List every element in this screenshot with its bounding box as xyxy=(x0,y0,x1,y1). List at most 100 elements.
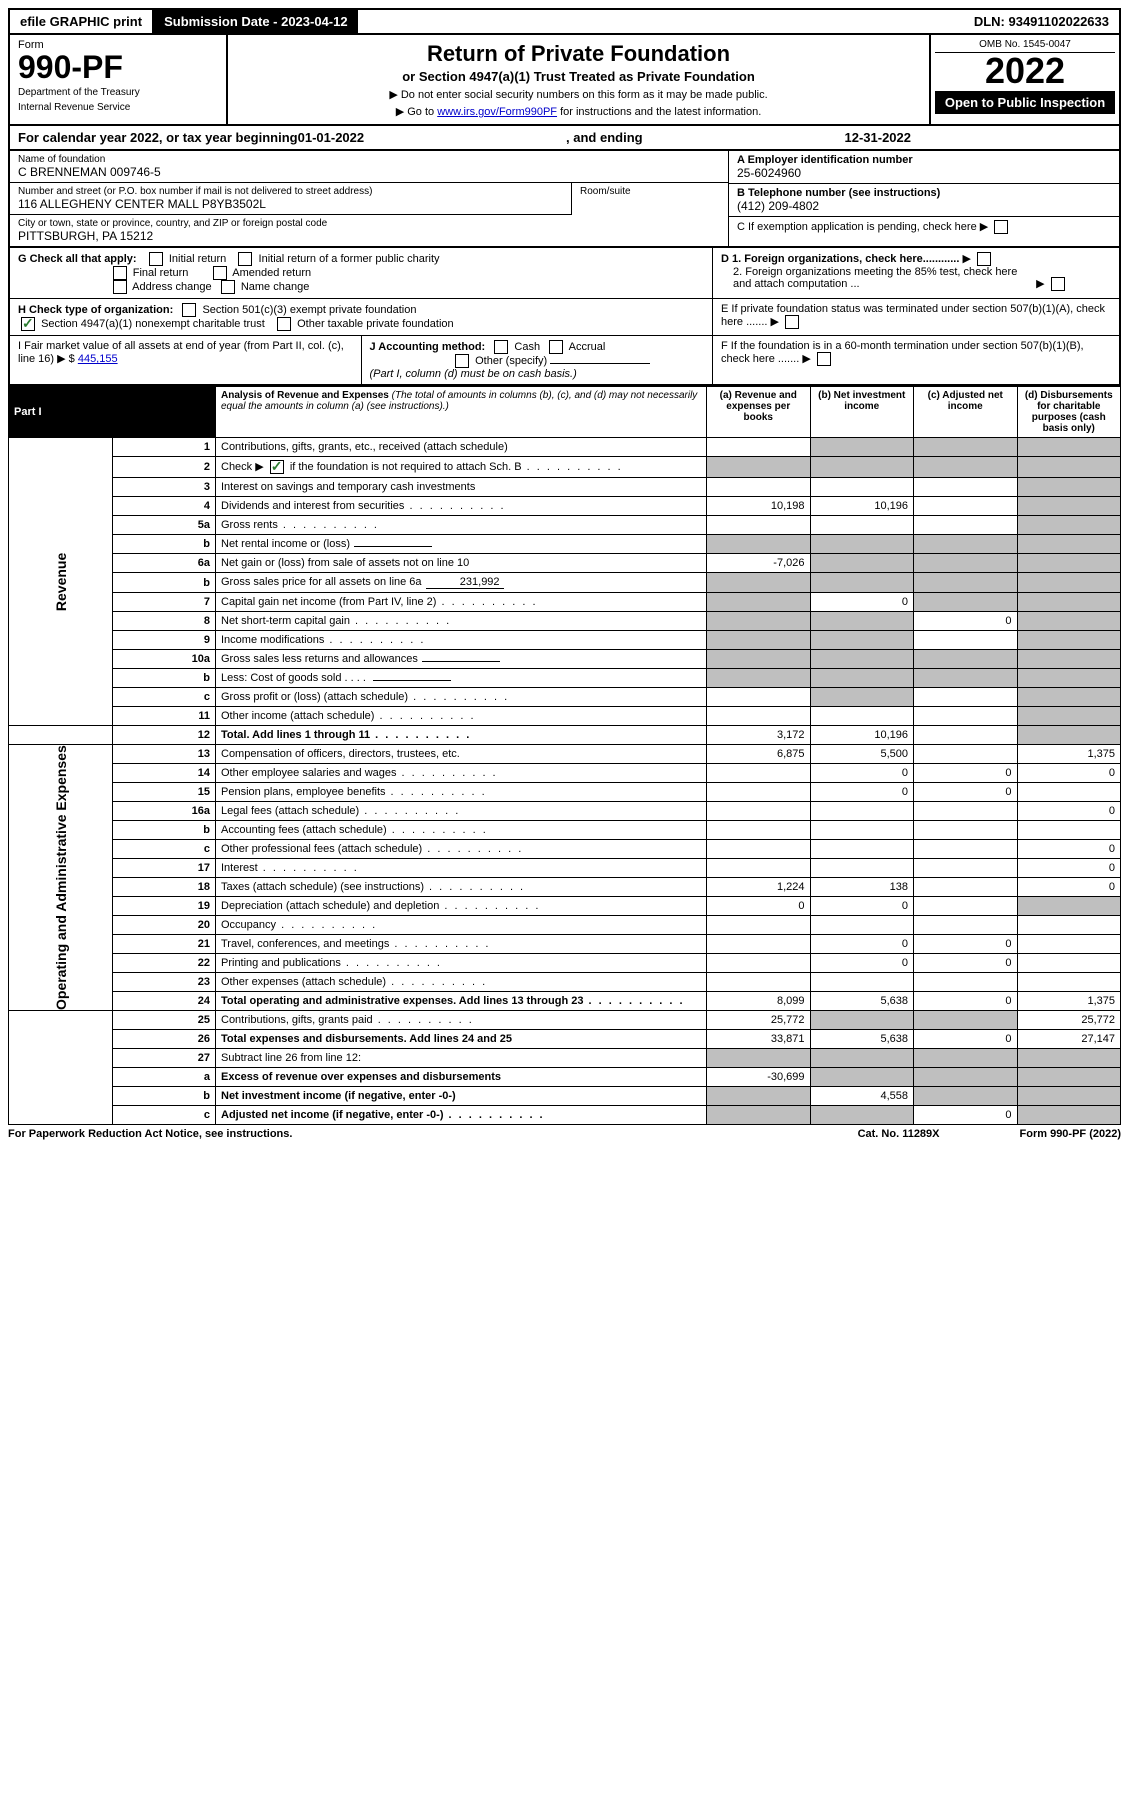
cash-checkbox[interactable] xyxy=(494,340,508,354)
phone-label: B Telephone number (see instructions) xyxy=(737,187,940,199)
r6b-val: 231,992 xyxy=(426,576,504,589)
e-checkbox[interactable] xyxy=(785,315,799,329)
page-footer: For Paperwork Reduction Act Notice, see … xyxy=(8,1125,1121,1140)
row-15: Pension plans, employee benefits xyxy=(216,783,707,802)
j-note: (Part I, column (d) must be on cash basi… xyxy=(370,368,577,380)
tax-year-end: 12-31-2022 xyxy=(845,130,912,145)
exemption-pending-label: C If exemption application is pending, c… xyxy=(737,221,977,233)
revenue-side-label: Revenue xyxy=(9,438,113,726)
ssn-warning: ▶ Do not enter social security numbers o… xyxy=(238,88,919,101)
row-12: Total. Add lines 1 through 11 xyxy=(216,726,707,745)
col-a-header: (a) Revenue and expenses per books xyxy=(707,387,811,438)
foundation-name: C BRENNEMAN 009746-5 xyxy=(18,165,720,179)
row-20: Occupancy xyxy=(216,916,707,935)
form-title-block: Return of Private Foundation or Section … xyxy=(228,35,929,124)
form990pf-link[interactable]: www.irs.gov/Form990PF xyxy=(437,106,557,118)
form-number-block: Form 990-PF Department of the Treasury I… xyxy=(10,35,228,124)
row-13: Compensation of officers, directors, tru… xyxy=(216,745,707,764)
calendar-year-row: For calendar year 2022, or tax year begi… xyxy=(8,126,1121,151)
f-label: F If the foundation is in a 60-month ter… xyxy=(721,340,1084,365)
foreign-85-checkbox[interactable] xyxy=(1051,277,1065,291)
d2-label: 2. Foreign organizations meeting the 85%… xyxy=(721,266,1033,290)
i-label: I Fair market value of all assets at end… xyxy=(18,340,344,365)
row-10b: Less: Cost of goods sold . . . . xyxy=(216,669,707,688)
efile-print-button[interactable]: efile GRAPHIC print xyxy=(10,10,154,33)
r6a-a: -7,026 xyxy=(707,554,811,573)
amended-return-checkbox[interactable] xyxy=(213,266,227,280)
topbar: efile GRAPHIC print Submission Date - 20… xyxy=(8,8,1121,35)
col-c-header: (c) Adjusted net income xyxy=(914,387,1018,438)
row-16c: Other professional fees (attach schedule… xyxy=(216,840,707,859)
tax-year: 2022 xyxy=(935,53,1115,89)
form-header: Form 990-PF Department of the Treasury I… xyxy=(8,35,1121,126)
ein-label: A Employer identification number xyxy=(737,154,913,166)
row-26: Total expenses and disbursements. Add li… xyxy=(216,1030,707,1049)
row-10c: Gross profit or (loss) (attach schedule) xyxy=(216,688,707,707)
exemption-pending-checkbox[interactable] xyxy=(994,220,1008,234)
part1-label: Part I xyxy=(9,387,216,438)
row-27c: Adjusted net income (if negative, enter … xyxy=(216,1106,707,1125)
options-block: G Check all that apply: Initial return I… xyxy=(8,248,1121,386)
g-label: G Check all that apply: xyxy=(18,253,137,265)
row-2: Check ▶ if the foundation is not require… xyxy=(216,457,707,478)
row-19: Depreciation (attach schedule) and deple… xyxy=(216,897,707,916)
row-22: Printing and publications xyxy=(216,954,707,973)
row-27b: Net investment income (if negative, ente… xyxy=(216,1087,707,1106)
col-b-header: (b) Net investment income xyxy=(810,387,914,438)
row-4: Dividends and interest from securities xyxy=(216,497,707,516)
form-title: Return of Private Foundation xyxy=(238,41,919,67)
4947-checkbox[interactable] xyxy=(21,317,35,331)
address-value: 116 ALLEGHENY CENTER MALL P8YB3502L xyxy=(18,197,563,211)
ein-value: 25-6024960 xyxy=(737,166,1111,180)
r7-b: 0 xyxy=(810,593,914,612)
open-inspection: Open to Public Inspection xyxy=(935,91,1115,114)
final-return-checkbox[interactable] xyxy=(113,266,127,280)
initial-fpc-checkbox[interactable] xyxy=(238,252,252,266)
row-3: Interest on savings and temporary cash i… xyxy=(216,478,707,497)
f-checkbox[interactable] xyxy=(817,352,831,366)
row-23: Other expenses (attach schedule) xyxy=(216,973,707,992)
row-16b: Accounting fees (attach schedule) xyxy=(216,821,707,840)
row-8: Net short-term capital gain xyxy=(216,612,707,631)
name-label: Name of foundation xyxy=(18,154,720,165)
col-d-header: (d) Disbursements for charitable purpose… xyxy=(1017,387,1121,438)
city-value: PITTSBURGH, PA 15212 xyxy=(18,229,720,243)
row-27: Subtract line 26 from line 12: xyxy=(216,1049,707,1068)
row-5a: Gross rents xyxy=(216,516,707,535)
row-27a: Excess of revenue over expenses and disb… xyxy=(216,1068,707,1087)
initial-return-checkbox[interactable] xyxy=(149,252,163,266)
r4-a: 10,198 xyxy=(707,497,811,516)
part1-title: Analysis of Revenue and Expenses xyxy=(221,390,389,401)
row-7: Capital gain net income (from Part IV, l… xyxy=(216,593,707,612)
row-11: Other income (attach schedule) xyxy=(216,707,707,726)
row-18: Taxes (attach schedule) (see instruction… xyxy=(216,878,707,897)
name-change-checkbox[interactable] xyxy=(221,280,235,294)
fmv-value[interactable]: 445,155 xyxy=(78,353,118,365)
j-label: J Accounting method: xyxy=(370,341,486,353)
other-method-checkbox[interactable] xyxy=(455,354,469,368)
row-24: Total operating and administrative expen… xyxy=(216,992,707,1011)
room-label: Room/suite xyxy=(580,186,720,197)
foreign-org-checkbox[interactable] xyxy=(977,252,991,266)
cat-number: Cat. No. 11289X xyxy=(858,1128,940,1140)
row-6b: Gross sales price for all assets on line… xyxy=(216,573,707,593)
row-5b: Net rental income or (loss) xyxy=(216,535,707,554)
other-taxable-checkbox[interactable] xyxy=(277,317,291,331)
r8-c: 0 xyxy=(914,612,1018,631)
row-1: Contributions, gifts, grants, etc., rece… xyxy=(216,438,707,457)
row-14: Other employee salaries and wages xyxy=(216,764,707,783)
501c3-checkbox[interactable] xyxy=(182,303,196,317)
row-17: Interest xyxy=(216,859,707,878)
phone-value: (412) 209-4802 xyxy=(737,199,1111,213)
identification-block: Name of foundation C BRENNEMAN 009746-5 … xyxy=(8,151,1121,248)
row-9: Income modifications xyxy=(216,631,707,650)
row-21: Travel, conferences, and meetings xyxy=(216,935,707,954)
r12-a: 3,172 xyxy=(707,726,811,745)
sch-b-checkbox[interactable] xyxy=(270,460,284,474)
city-label: City or town, state or province, country… xyxy=(18,218,720,229)
accrual-checkbox[interactable] xyxy=(549,340,563,354)
dln-label: DLN: 93491102022633 xyxy=(964,10,1119,33)
address-change-checkbox[interactable] xyxy=(113,280,127,294)
address-label: Number and street (or P.O. box number if… xyxy=(18,186,563,197)
year-block: OMB No. 1545-0047 2022 Open to Public In… xyxy=(929,35,1119,124)
